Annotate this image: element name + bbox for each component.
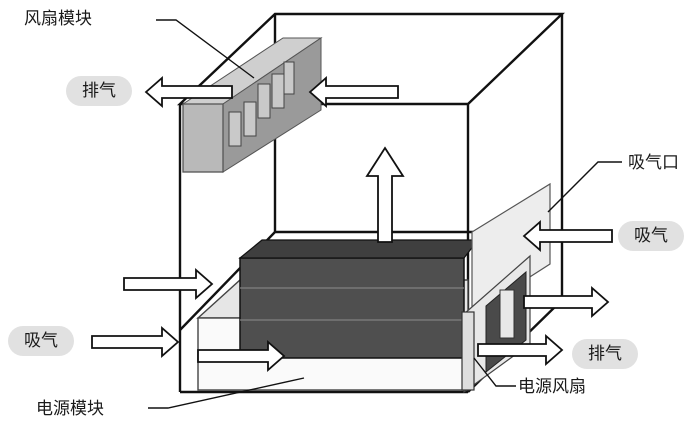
arrow-internal-power — [197, 340, 286, 372]
intake-right-label: 吸气 — [618, 221, 684, 251]
airflow-arrows — [91, 76, 613, 372]
fan-module-box — [181, 37, 323, 173]
power-fan-label: 电源风扇 — [518, 377, 586, 397]
arrow-intake-right-upper — [522, 220, 613, 252]
power-module-label: 电源模块 — [36, 399, 104, 419]
fan-blades — [228, 61, 295, 147]
arrow-exhaust-right-lower — [477, 334, 564, 366]
arrow-internal-up — [365, 146, 405, 243]
arrow-exhaust-right-upper — [523, 286, 610, 318]
leader-power-fan — [473, 357, 516, 387]
arrow-exhaust-top-left — [144, 76, 233, 108]
leader-lines — [148, 19, 622, 409]
leader-intake-port — [547, 161, 622, 213]
arrow-intake-left-lower — [91, 326, 180, 358]
exhaust-top-label: 排气 — [66, 76, 132, 106]
exhaust-right-label: 排气 — [572, 339, 638, 369]
leader-power-module — [148, 377, 305, 409]
fan-module-label: 风扇模块 — [24, 9, 92, 29]
intake-left-label: 吸气 — [8, 326, 74, 356]
power-fan-panel — [461, 182, 551, 394]
arrow-intake-left-upper — [123, 268, 214, 300]
intake-port-label: 吸气口 — [628, 153, 679, 173]
arrow-exhaust-top-right — [308, 76, 399, 108]
leader-fan-module — [156, 19, 255, 79]
power-module-box — [196, 239, 480, 391]
